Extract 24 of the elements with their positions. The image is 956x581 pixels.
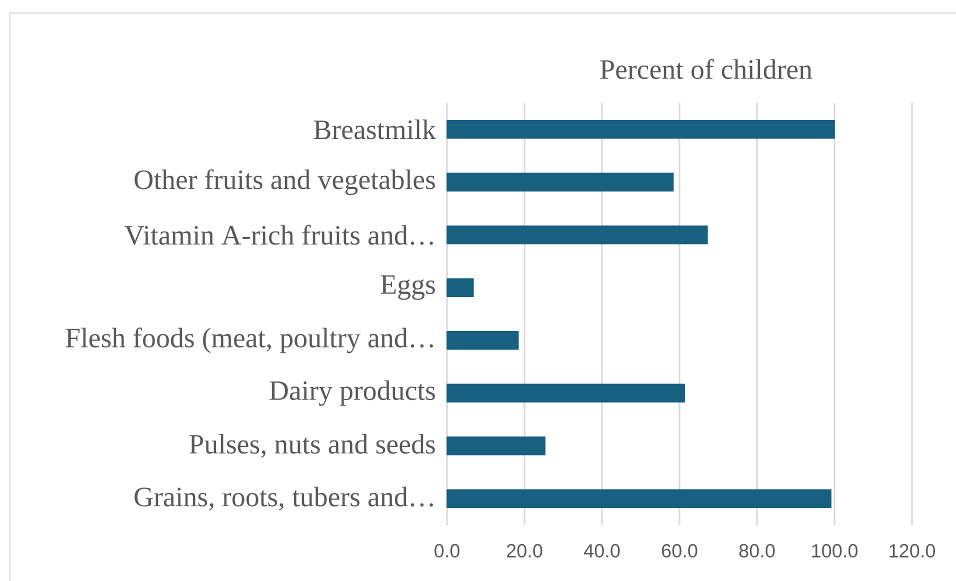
bar	[446, 436, 546, 456]
x-tick-label: 80.0	[739, 544, 775, 558]
y-tick-label: Other fruits and vegetables	[134, 169, 435, 196]
chart-title: Percent of children	[600, 58, 812, 79]
y-tick-label: Dairy products	[270, 380, 435, 406]
x-tick-label: 100.0	[812, 544, 858, 558]
y-tick-label: Flesh foods (meat, poultry and…	[66, 327, 433, 354]
bar	[446, 384, 685, 403]
bar	[446, 278, 474, 298]
bar	[446, 172, 674, 192]
x-tick-label: 120.0	[890, 544, 936, 558]
x-tick-label: 40.0	[584, 544, 620, 558]
y-tick-label: Breastmilk	[314, 119, 436, 140]
bar	[446, 330, 519, 350]
bar	[446, 120, 835, 139]
y-tick-label: Grains, roots, tubers and…	[134, 486, 433, 510]
bar	[446, 489, 832, 508]
y-tick-label: Eggs	[380, 275, 435, 300]
y-tick-label: Vitamin A-rich fruits and…	[124, 224, 433, 245]
x-tick-label: 60.0	[662, 544, 698, 558]
y-tick-label: Pulses, nuts and seeds	[189, 434, 435, 458]
bar	[446, 225, 708, 244]
x-tick-label: 0.0	[434, 544, 460, 558]
x-tick-label: 20.0	[506, 544, 542, 558]
